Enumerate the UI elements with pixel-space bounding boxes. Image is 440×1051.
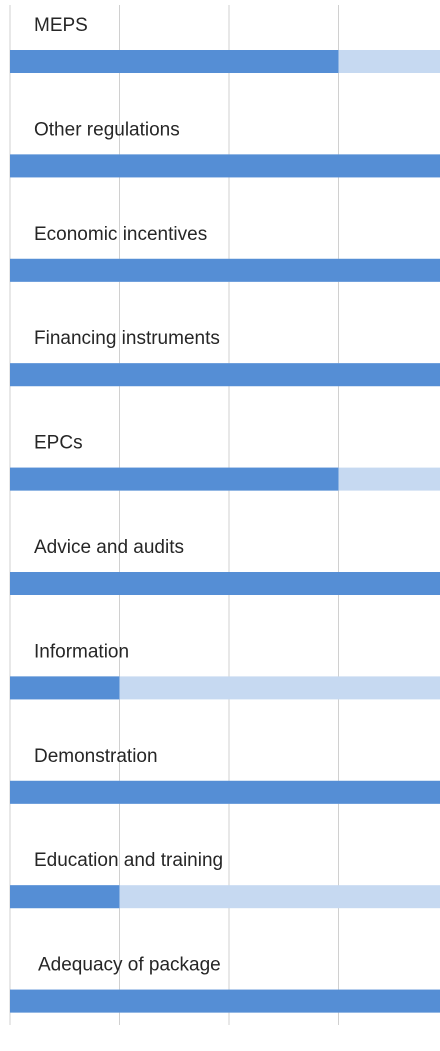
category-label: Financing instruments	[34, 328, 220, 349]
bar	[10, 154, 440, 178]
bar	[10, 780, 440, 804]
category-label: EPCs	[34, 433, 83, 454]
category-label: MEPS	[34, 15, 88, 36]
plot-area: MEPS Other regulations Economic incentives…	[9, 5, 440, 1025]
bar	[10, 467, 339, 491]
category-label: Information	[34, 641, 129, 662]
bar	[10, 989, 440, 1013]
bar	[10, 676, 120, 700]
bar	[10, 258, 440, 282]
bar	[10, 363, 440, 387]
bar	[10, 885, 120, 909]
category-label: Other regulations	[34, 119, 180, 140]
bar	[10, 50, 339, 73]
category-label: Education and training	[34, 850, 223, 871]
bar	[10, 572, 440, 595]
category-label: Adequacy of package	[38, 955, 221, 976]
category-label: Economic incentives	[34, 224, 207, 245]
category-label: Advice and audits	[34, 537, 184, 558]
category-label: Demonstration	[34, 746, 158, 767]
